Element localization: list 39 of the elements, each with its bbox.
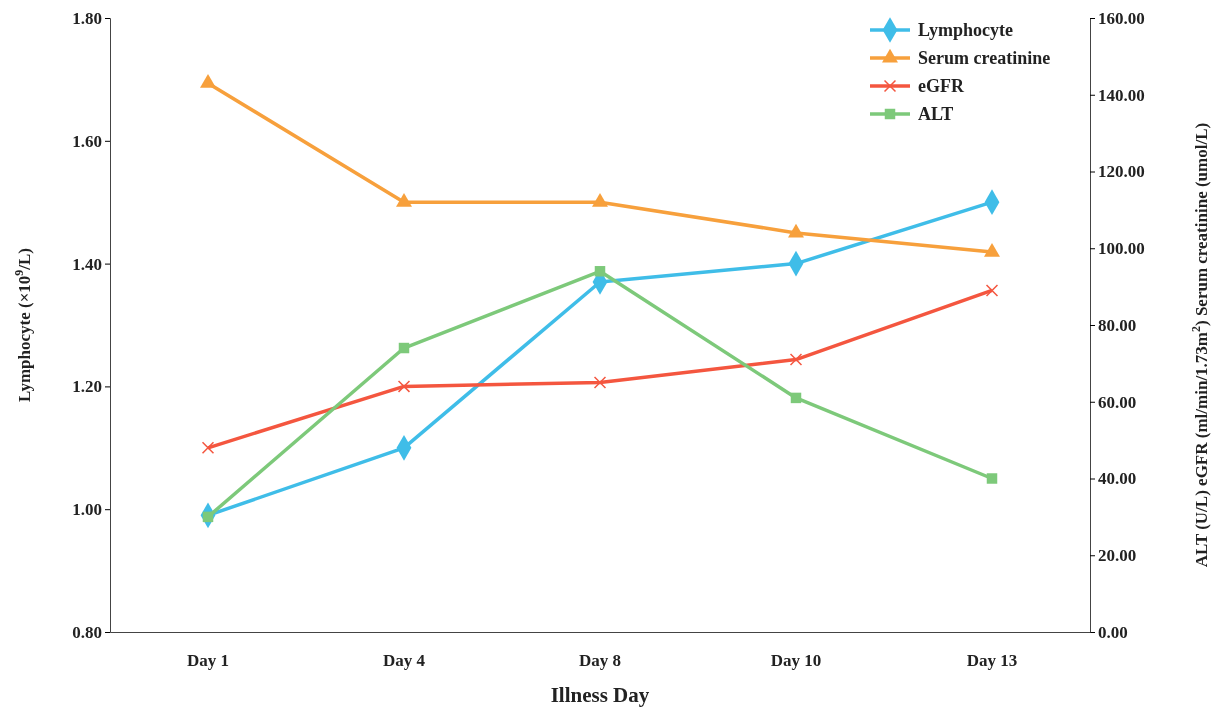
y2-tick-label: 0.00 [1098, 622, 1128, 642]
point [592, 193, 608, 207]
point [594, 266, 606, 277]
x-axis-title: Illness Day [550, 683, 650, 707]
point [593, 376, 607, 389]
y-tick-label: 1.00 [72, 500, 102, 520]
x-tick-label: Day 10 [770, 651, 822, 671]
x-tick-label: Day 13 [966, 651, 1018, 671]
legend-label: ALT [918, 104, 954, 124]
point [986, 473, 998, 484]
legend-label: eGFR [918, 76, 965, 96]
y-tick-label: 0.80 [72, 622, 102, 642]
y-tick-label: 1.40 [72, 254, 102, 274]
y2-tick-label: 80.00 [1098, 315, 1137, 335]
y2-tick-label: 140.00 [1098, 85, 1145, 105]
legend-label: Lymphocyte [918, 20, 1014, 40]
y2-tick-label: 100.00 [1098, 239, 1145, 259]
x-tick-label: Day 8 [578, 651, 622, 671]
point [788, 223, 804, 238]
point [200, 74, 216, 88]
point [790, 392, 802, 404]
y-tick-label: 1.20 [72, 377, 102, 397]
x-tick-label: Day 1 [186, 651, 230, 671]
point [789, 353, 803, 366]
y2-tick-label: 160.00 [1098, 8, 1145, 28]
point [398, 342, 410, 354]
point [985, 284, 999, 297]
point [396, 193, 412, 207]
x-tick-label: Day 4 [382, 651, 426, 671]
y2-tick-label: 120.00 [1098, 162, 1145, 182]
y2-tick-label: 20.00 [1098, 546, 1137, 566]
y2-tick-label: 60.00 [1098, 392, 1137, 412]
y-tick-label: 1.60 [72, 131, 102, 151]
legend-label: Serum creatinine [918, 48, 1051, 68]
point [984, 242, 1000, 257]
point [201, 441, 215, 455]
y2-tick-label: 40.00 [1098, 469, 1137, 489]
point [397, 380, 411, 393]
y-tick-label: 1.80 [72, 8, 102, 28]
